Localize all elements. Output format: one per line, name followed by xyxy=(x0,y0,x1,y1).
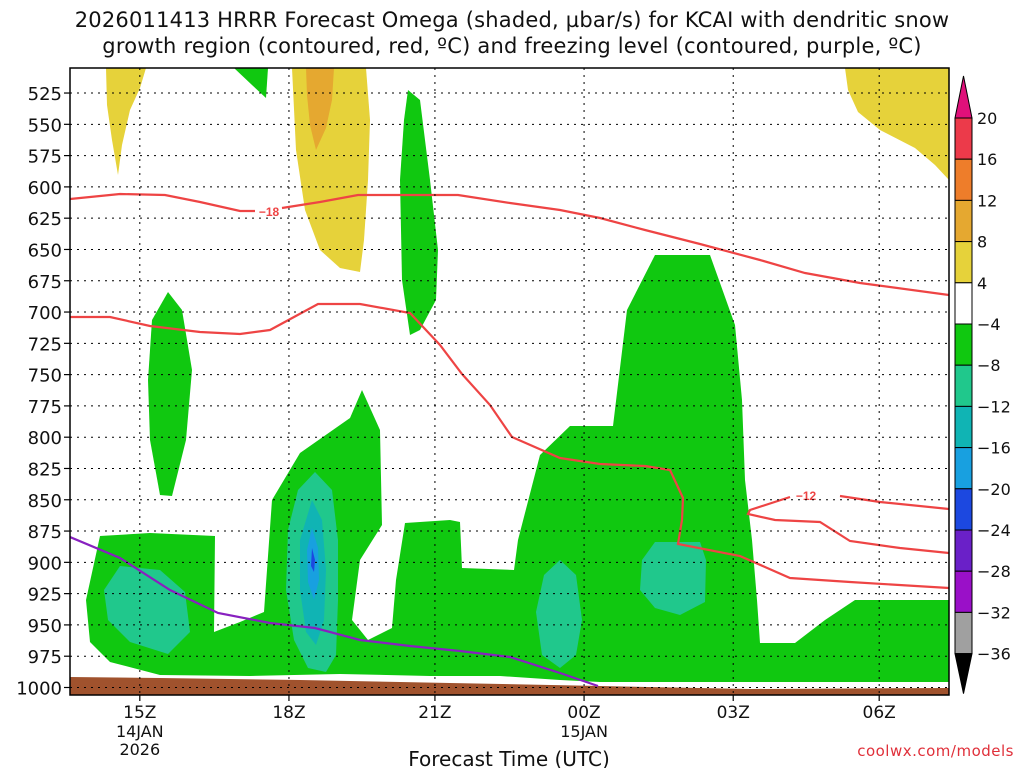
colorbar-label-10: −24 xyxy=(977,521,1011,540)
x-tick-label-3: 00Z xyxy=(567,703,600,723)
y-tick-label-575: 575 xyxy=(28,147,62,168)
colorbar-segment-7 xyxy=(954,405,973,449)
colorbar-label-9: −20 xyxy=(977,480,1011,499)
omega-shade-teal-4 xyxy=(640,542,706,615)
x-tick-label-2: 21Z xyxy=(418,703,451,723)
red-contour-minus12-lower xyxy=(746,494,949,555)
colorbar-label-7: −12 xyxy=(977,397,1011,416)
terrain-ground xyxy=(70,677,949,695)
colorbar-segment-10 xyxy=(954,529,973,572)
y-tick-label-875: 875 xyxy=(28,522,62,543)
red-contour-minus12-mid xyxy=(70,302,949,590)
y-tick-label-600: 600 xyxy=(28,178,62,199)
x-tick-label-1: 18Z xyxy=(272,703,305,723)
omega-shade-green-column xyxy=(400,90,438,335)
colorbar-label-5: −4 xyxy=(977,315,1001,334)
colorbar-segment-2 xyxy=(954,199,973,243)
y-tick-label-850: 850 xyxy=(28,491,62,512)
colorbar-label-12: −32 xyxy=(977,603,1011,622)
x-tick-label-4: 03Z xyxy=(717,703,750,723)
omega-shade-blue-core xyxy=(311,548,315,572)
colorbar-label-6: −8 xyxy=(977,356,1001,375)
x-tick-sublabel-0: 14JAN xyxy=(116,722,164,741)
omega-shade-teal-3 xyxy=(536,560,582,668)
y-tick-label-900: 900 xyxy=(28,553,62,574)
colorbar-label-13: −36 xyxy=(977,645,1011,664)
y-tick-label-975: 975 xyxy=(28,647,62,668)
y-tick-label-525: 525 xyxy=(28,84,62,105)
y-tick-label-650: 650 xyxy=(28,240,62,261)
y-tick-label-750: 750 xyxy=(28,366,62,387)
y-tick-label-925: 925 xyxy=(28,585,62,606)
x-axis-label: Forecast Time (UTC) xyxy=(408,747,610,768)
colorbar: 20 16 12 8 4 −4 −8 −12 −16 −20 −24 −28 −32 −36 xyxy=(954,75,1011,694)
y-tick-label-550: 550 xyxy=(28,115,62,136)
colorbar-segment-11 xyxy=(954,570,973,613)
colorbar-label-2: 12 xyxy=(977,191,997,210)
colorbar-label-8: −16 xyxy=(977,439,1011,458)
red-contour-label-lower: −12 xyxy=(796,489,817,503)
y-tick-label-825: 825 xyxy=(28,459,62,480)
colorbar-segment-4 xyxy=(954,282,973,325)
x-tick-label-5: 06Z xyxy=(863,703,896,723)
chart-title-line-1: 2026011413 HRRR Forecast Omega (shaded, … xyxy=(74,8,950,32)
colorbar-segment-8 xyxy=(954,447,973,490)
omega-shade-yellow-1 xyxy=(106,68,146,175)
colorbar-segment-1 xyxy=(954,158,973,201)
credit-text: coolwx.com/models xyxy=(857,742,1014,760)
colorbar-label-11: −28 xyxy=(977,562,1011,581)
y-axis: 525 550 575 600 625 650 675 700 725 750 775 800 825 8… xyxy=(16,84,70,699)
colorbar-label-4: 4 xyxy=(977,274,987,293)
y-tick-label-725: 725 xyxy=(28,334,62,355)
x-tick-sublabel-3: 15JAN xyxy=(560,722,608,741)
y-tick-label-1000: 1000 xyxy=(16,678,62,699)
colorbar-segment-6 xyxy=(954,364,973,407)
colorbar-label-3: 8 xyxy=(977,233,987,252)
y-tick-label-625: 625 xyxy=(28,209,62,230)
y-tick-label-775: 775 xyxy=(28,397,62,418)
y-tick-label-675: 675 xyxy=(28,272,62,293)
colorbar-segment-9 xyxy=(954,488,973,531)
red-contour-minus18-upper xyxy=(70,192,949,297)
plot-frame xyxy=(69,67,950,696)
colorbar-top-arrow xyxy=(954,75,973,119)
x-tick-label-0: 15Z xyxy=(123,703,156,723)
x-tick-year-0: 2026 xyxy=(119,740,160,759)
y-tick-label-800: 800 xyxy=(28,428,62,449)
omega-shade-green-top xyxy=(234,68,268,98)
chart-title-line-2: growth region (contoured, red, ºC) and f… xyxy=(102,34,922,58)
omega-shade-green-left xyxy=(148,292,192,496)
y-tick-label-700: 700 xyxy=(28,303,62,324)
y-tick-label-950: 950 xyxy=(28,616,62,637)
colorbar-segment-12 xyxy=(954,611,973,655)
red-contour-label-upper: −18 xyxy=(259,205,280,219)
colorbar-label-1: 16 xyxy=(977,150,997,169)
colorbar-segment-5 xyxy=(954,323,973,366)
colorbar-bottom-arrow xyxy=(954,653,973,694)
omega-shade-orange xyxy=(306,68,334,150)
colorbar-segment-0 xyxy=(954,117,973,160)
colorbar-segment-3 xyxy=(954,241,973,284)
purple-contour-freezing-level xyxy=(70,535,599,688)
colorbar-label-0: 20 xyxy=(977,109,997,128)
